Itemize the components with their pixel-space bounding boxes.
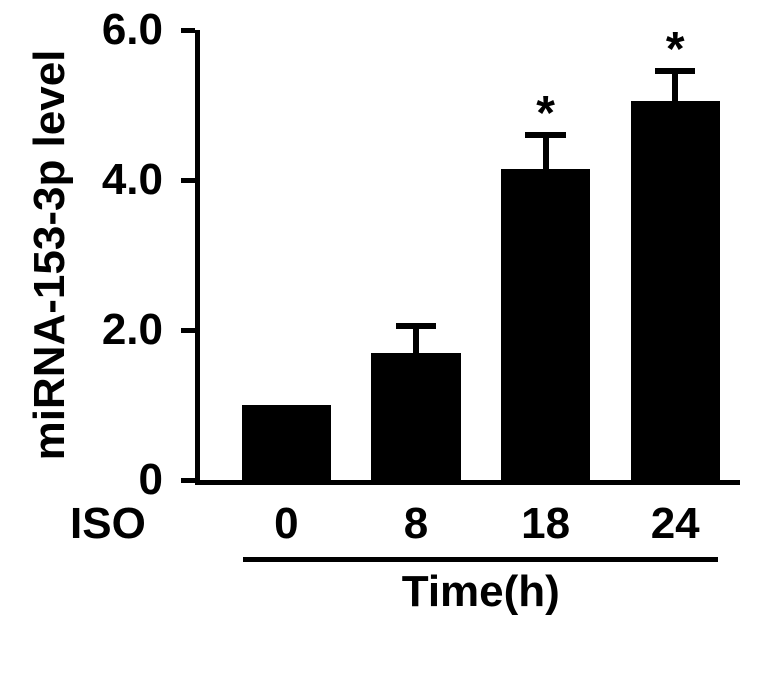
x-axis-line [195, 480, 740, 485]
y-tick-label: 4.0 [0, 155, 171, 205]
significance-marker: * [666, 22, 685, 77]
y-tick [181, 478, 195, 483]
y-axis-line [195, 30, 200, 485]
significance-marker: * [536, 86, 555, 141]
bar-chart: miRNA-153-3p level ** 02.04.06.0 081824 … [0, 0, 776, 685]
x-tick-label: 18 [521, 499, 570, 549]
bar [631, 101, 720, 480]
bar [242, 405, 331, 480]
y-tick-label: 0 [0, 455, 171, 505]
plot-area: ** [200, 30, 740, 480]
x-tick-label: 0 [274, 499, 298, 549]
bar [501, 169, 590, 480]
x-group-left-label: ISO [70, 499, 146, 549]
x-tick-label: 24 [651, 499, 700, 549]
y-tick [181, 328, 195, 333]
y-axis-label: miRNA-153-3p level [25, 50, 75, 461]
y-tick [181, 178, 195, 183]
y-tick-label: 6.0 [0, 5, 171, 55]
y-tick [181, 28, 195, 33]
bar [371, 353, 460, 481]
x-tick-label: 8 [404, 499, 428, 549]
error-bar-cap [396, 323, 437, 329]
x-group-line [243, 557, 718, 562]
y-tick-label: 2.0 [0, 305, 171, 355]
error-bar [413, 326, 419, 352]
x-group-center-label: Time(h) [402, 567, 560, 617]
